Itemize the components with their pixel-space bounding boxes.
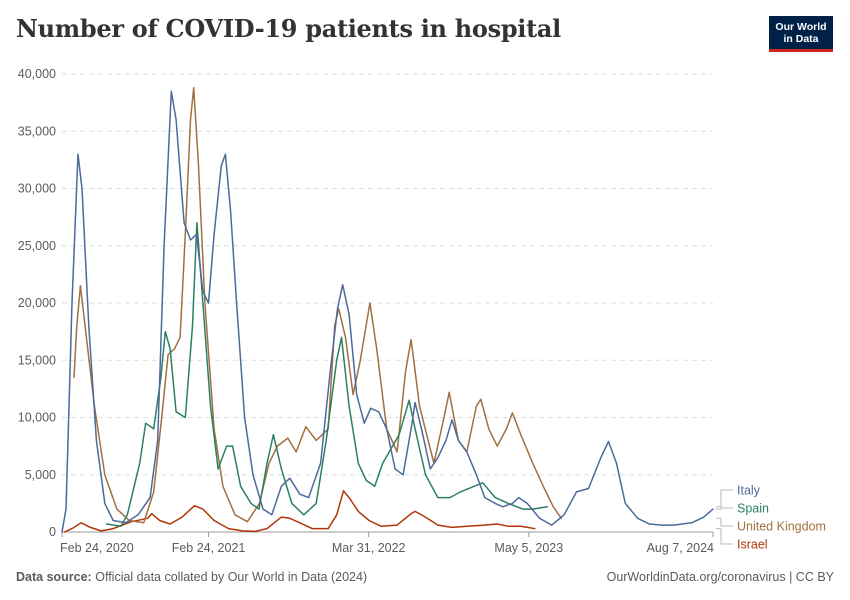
series-line-italy: [61, 90, 714, 533]
y-tick-label: 10,000: [18, 411, 56, 425]
legend-label-spain: Spain: [737, 502, 769, 516]
legend-label-united-kingdom: United Kingdom: [737, 520, 826, 534]
legend-layer: Italy Spain United Kingdom Israel: [716, 484, 826, 552]
grid-layer: [62, 73, 713, 476]
series-line-united-kingdom: [73, 86, 563, 524]
series-line-spain: [106, 222, 548, 528]
data-source-text: Official data collated by Our World in D…: [95, 570, 368, 584]
line-chart: 0 5,000 10,000 15,000 20,000 25,000 30,000 35,0…: [18, 67, 826, 555]
legend-label-italy: Italy: [737, 484, 761, 498]
y-tick-label: 25,000: [18, 239, 56, 253]
y-tick-label: 40,000: [18, 67, 56, 81]
x-tick-label: Feb 24, 2020: [60, 541, 134, 555]
x-tick-label: Feb 24, 2021: [172, 541, 246, 555]
source-link[interactable]: OurWorldinData.org/coronavirus | CC BY: [606, 570, 834, 584]
y-tick-label: 15,000: [18, 353, 56, 367]
x-tick-label: May 5, 2023: [494, 541, 563, 555]
y-tick-label: 30,000: [18, 182, 56, 196]
legend-connector: [716, 528, 733, 545]
axis-layer: 0 5,000 10,000 15,000 20,000 25,000 30,000 35,0…: [18, 67, 714, 555]
y-tick-label: 35,000: [18, 124, 56, 138]
legend-label-israel: Israel: [737, 538, 768, 552]
data-source-label: Data source:: [16, 570, 92, 584]
legend-connector: [716, 489, 733, 510]
series-layer: [61, 86, 714, 533]
legend-connector: [716, 506, 733, 509]
x-tick-label: Aug 7, 2024: [647, 541, 714, 555]
logo-line-2: in Data: [783, 32, 819, 45]
x-tick-label: Mar 31, 2022: [332, 541, 406, 555]
legend-connector: [716, 517, 733, 527]
y-tick-label: 0: [49, 525, 56, 539]
chart-title: Number of COVID-19 patients in hospital: [16, 14, 561, 43]
data-source-note: Data source: Official data collated by O…: [16, 570, 367, 584]
y-tick-label: 20,000: [18, 296, 56, 310]
owid-logo[interactable]: Our World in Data: [769, 16, 833, 52]
y-tick-label: 5,000: [25, 468, 56, 482]
logo-line-1: Our World: [775, 20, 827, 33]
